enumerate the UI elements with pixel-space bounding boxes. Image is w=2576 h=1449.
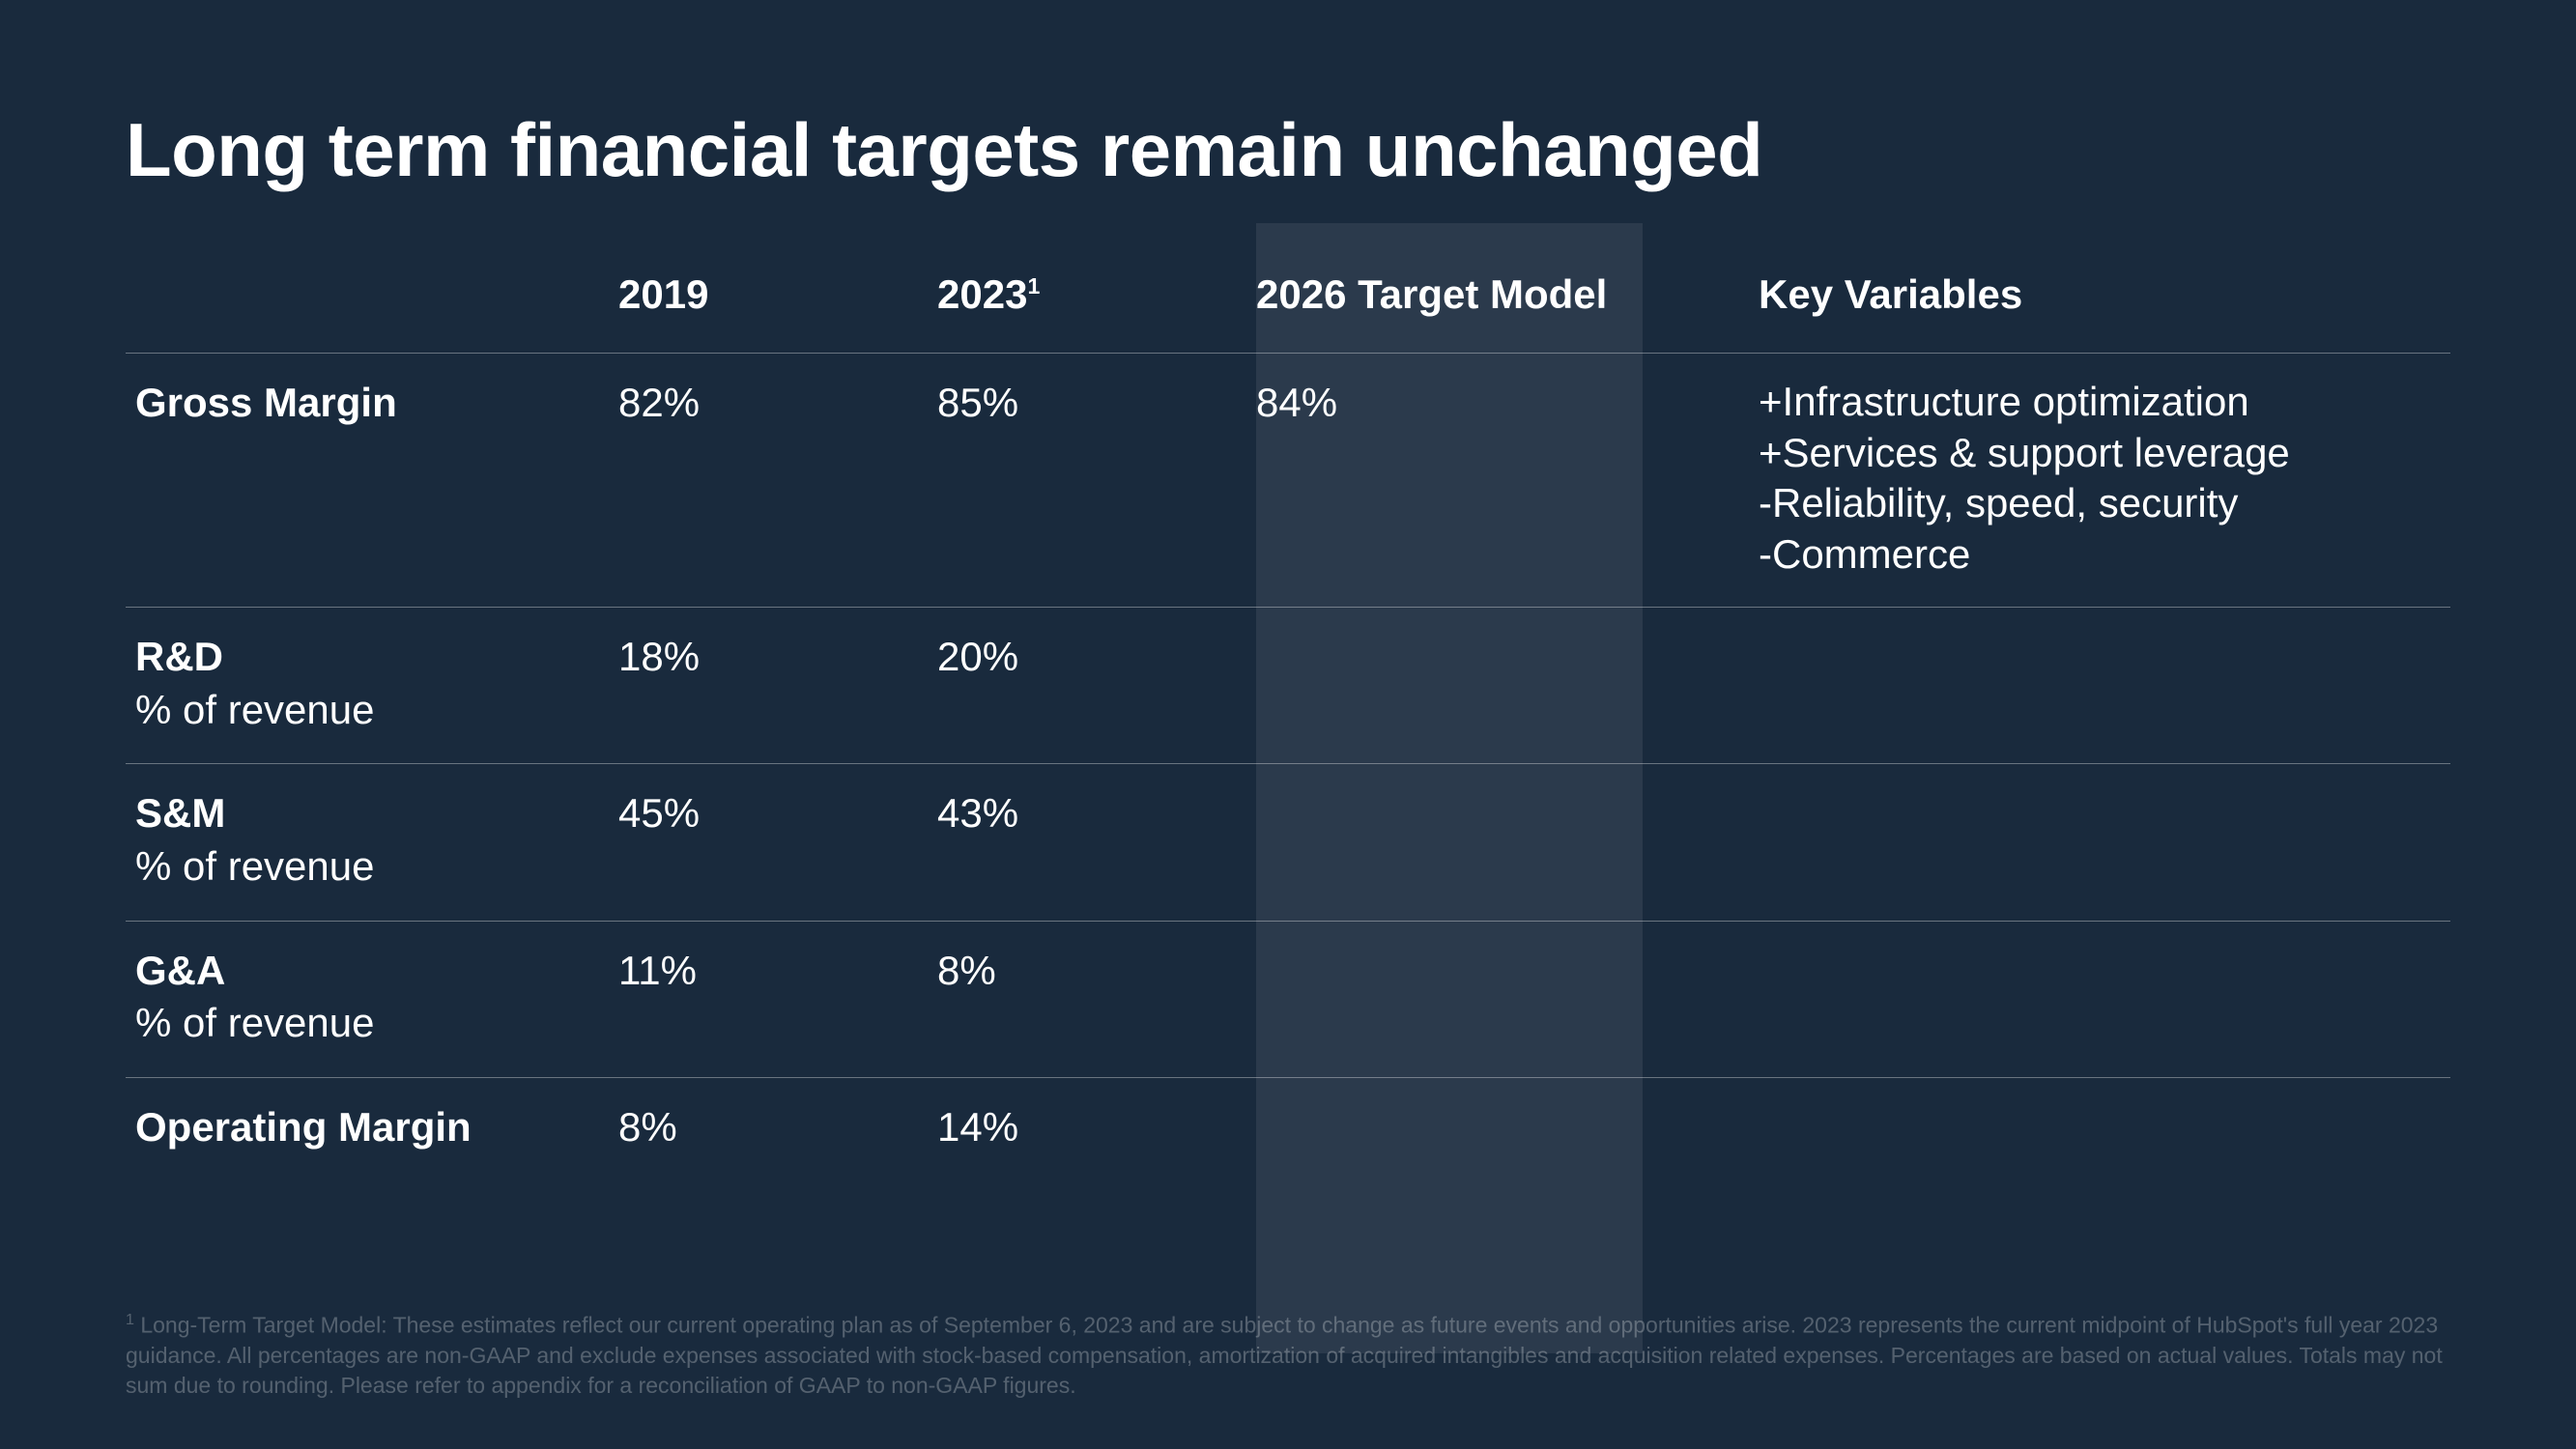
table-wrap: 2019 20231 2026 Target Model Key Variabl…: [126, 252, 2450, 1180]
cell-target: 84%: [1246, 354, 1749, 608]
cell-2019: 18%: [609, 608, 928, 764]
cell-2023: 8%: [928, 921, 1246, 1077]
cell-2019: 82%: [609, 354, 928, 608]
row-sublabel: % of revenue: [135, 997, 599, 1050]
cell-target: [1246, 921, 1749, 1077]
table-row: S&M% of revenue45%43%: [126, 764, 2450, 921]
row-sublabel: % of revenue: [135, 840, 599, 894]
cell-key-variables: [1749, 1077, 2450, 1180]
footnote-text: Long-Term Target Model: These estimates …: [126, 1313, 2443, 1398]
row-label-main: R&D: [135, 634, 223, 679]
header-key-variables: Key Variables: [1749, 252, 2450, 354]
row-label-main: S&M: [135, 790, 225, 836]
cell-2023: 85%: [928, 354, 1246, 608]
row-sublabel: % of revenue: [135, 684, 599, 737]
header-empty: [126, 252, 609, 354]
cell-key-variables: [1749, 608, 2450, 764]
row-label: S&M% of revenue: [126, 764, 609, 921]
table-header-row: 2019 20231 2026 Target Model Key Variabl…: [126, 252, 2450, 354]
cell-2023: 20%: [928, 608, 1246, 764]
footnote: 1 Long-Term Target Model: These estimate…: [126, 1310, 2450, 1401]
table-row: Gross Margin 82%85%84%+Infrastructure opt…: [126, 354, 2450, 608]
cell-2023: 43%: [928, 764, 1246, 921]
slide: Long term financial targets remain uncha…: [0, 0, 2576, 1449]
cell-target: [1246, 764, 1749, 921]
cell-2019: 45%: [609, 764, 928, 921]
cell-2019: 11%: [609, 921, 928, 1077]
cell-key-variables: [1749, 921, 2450, 1077]
table-row: R&D % of revenue18%20%: [126, 608, 2450, 764]
cell-target: [1246, 1077, 1749, 1180]
cell-2019: 8%: [609, 1077, 928, 1180]
header-2023-sup: 1: [1027, 273, 1040, 298]
page-title: Long term financial targets remain uncha…: [126, 106, 2450, 194]
row-label: Operating Margin: [126, 1077, 609, 1180]
header-2019: 2019: [609, 252, 928, 354]
header-2023: 20231: [928, 252, 1246, 354]
row-label: G&A% of revenue: [126, 921, 609, 1077]
cell-2023: 14%: [928, 1077, 1246, 1180]
header-target: 2026 Target Model: [1246, 252, 1749, 354]
table-body: Gross Margin 82%85%84%+Infrastructure opt…: [126, 354, 2450, 1181]
financial-targets-table: 2019 20231 2026 Target Model Key Variabl…: [126, 252, 2450, 1180]
cell-key-variables: [1749, 764, 2450, 921]
row-label: R&D % of revenue: [126, 608, 609, 764]
row-label-main: Gross Margin: [135, 380, 397, 425]
cell-target: [1246, 608, 1749, 764]
cell-key-variables: +Infrastructure optimization+Services & …: [1749, 354, 2450, 608]
row-label: Gross Margin: [126, 354, 609, 608]
footnote-sup: 1: [126, 1311, 134, 1328]
row-label-main: G&A: [135, 948, 225, 993]
header-2023-text: 2023: [937, 271, 1027, 317]
table-row: G&A% of revenue11%8%: [126, 921, 2450, 1077]
row-label-main: Operating Margin: [135, 1104, 472, 1150]
table-row: Operating Margin 8%14%: [126, 1077, 2450, 1180]
